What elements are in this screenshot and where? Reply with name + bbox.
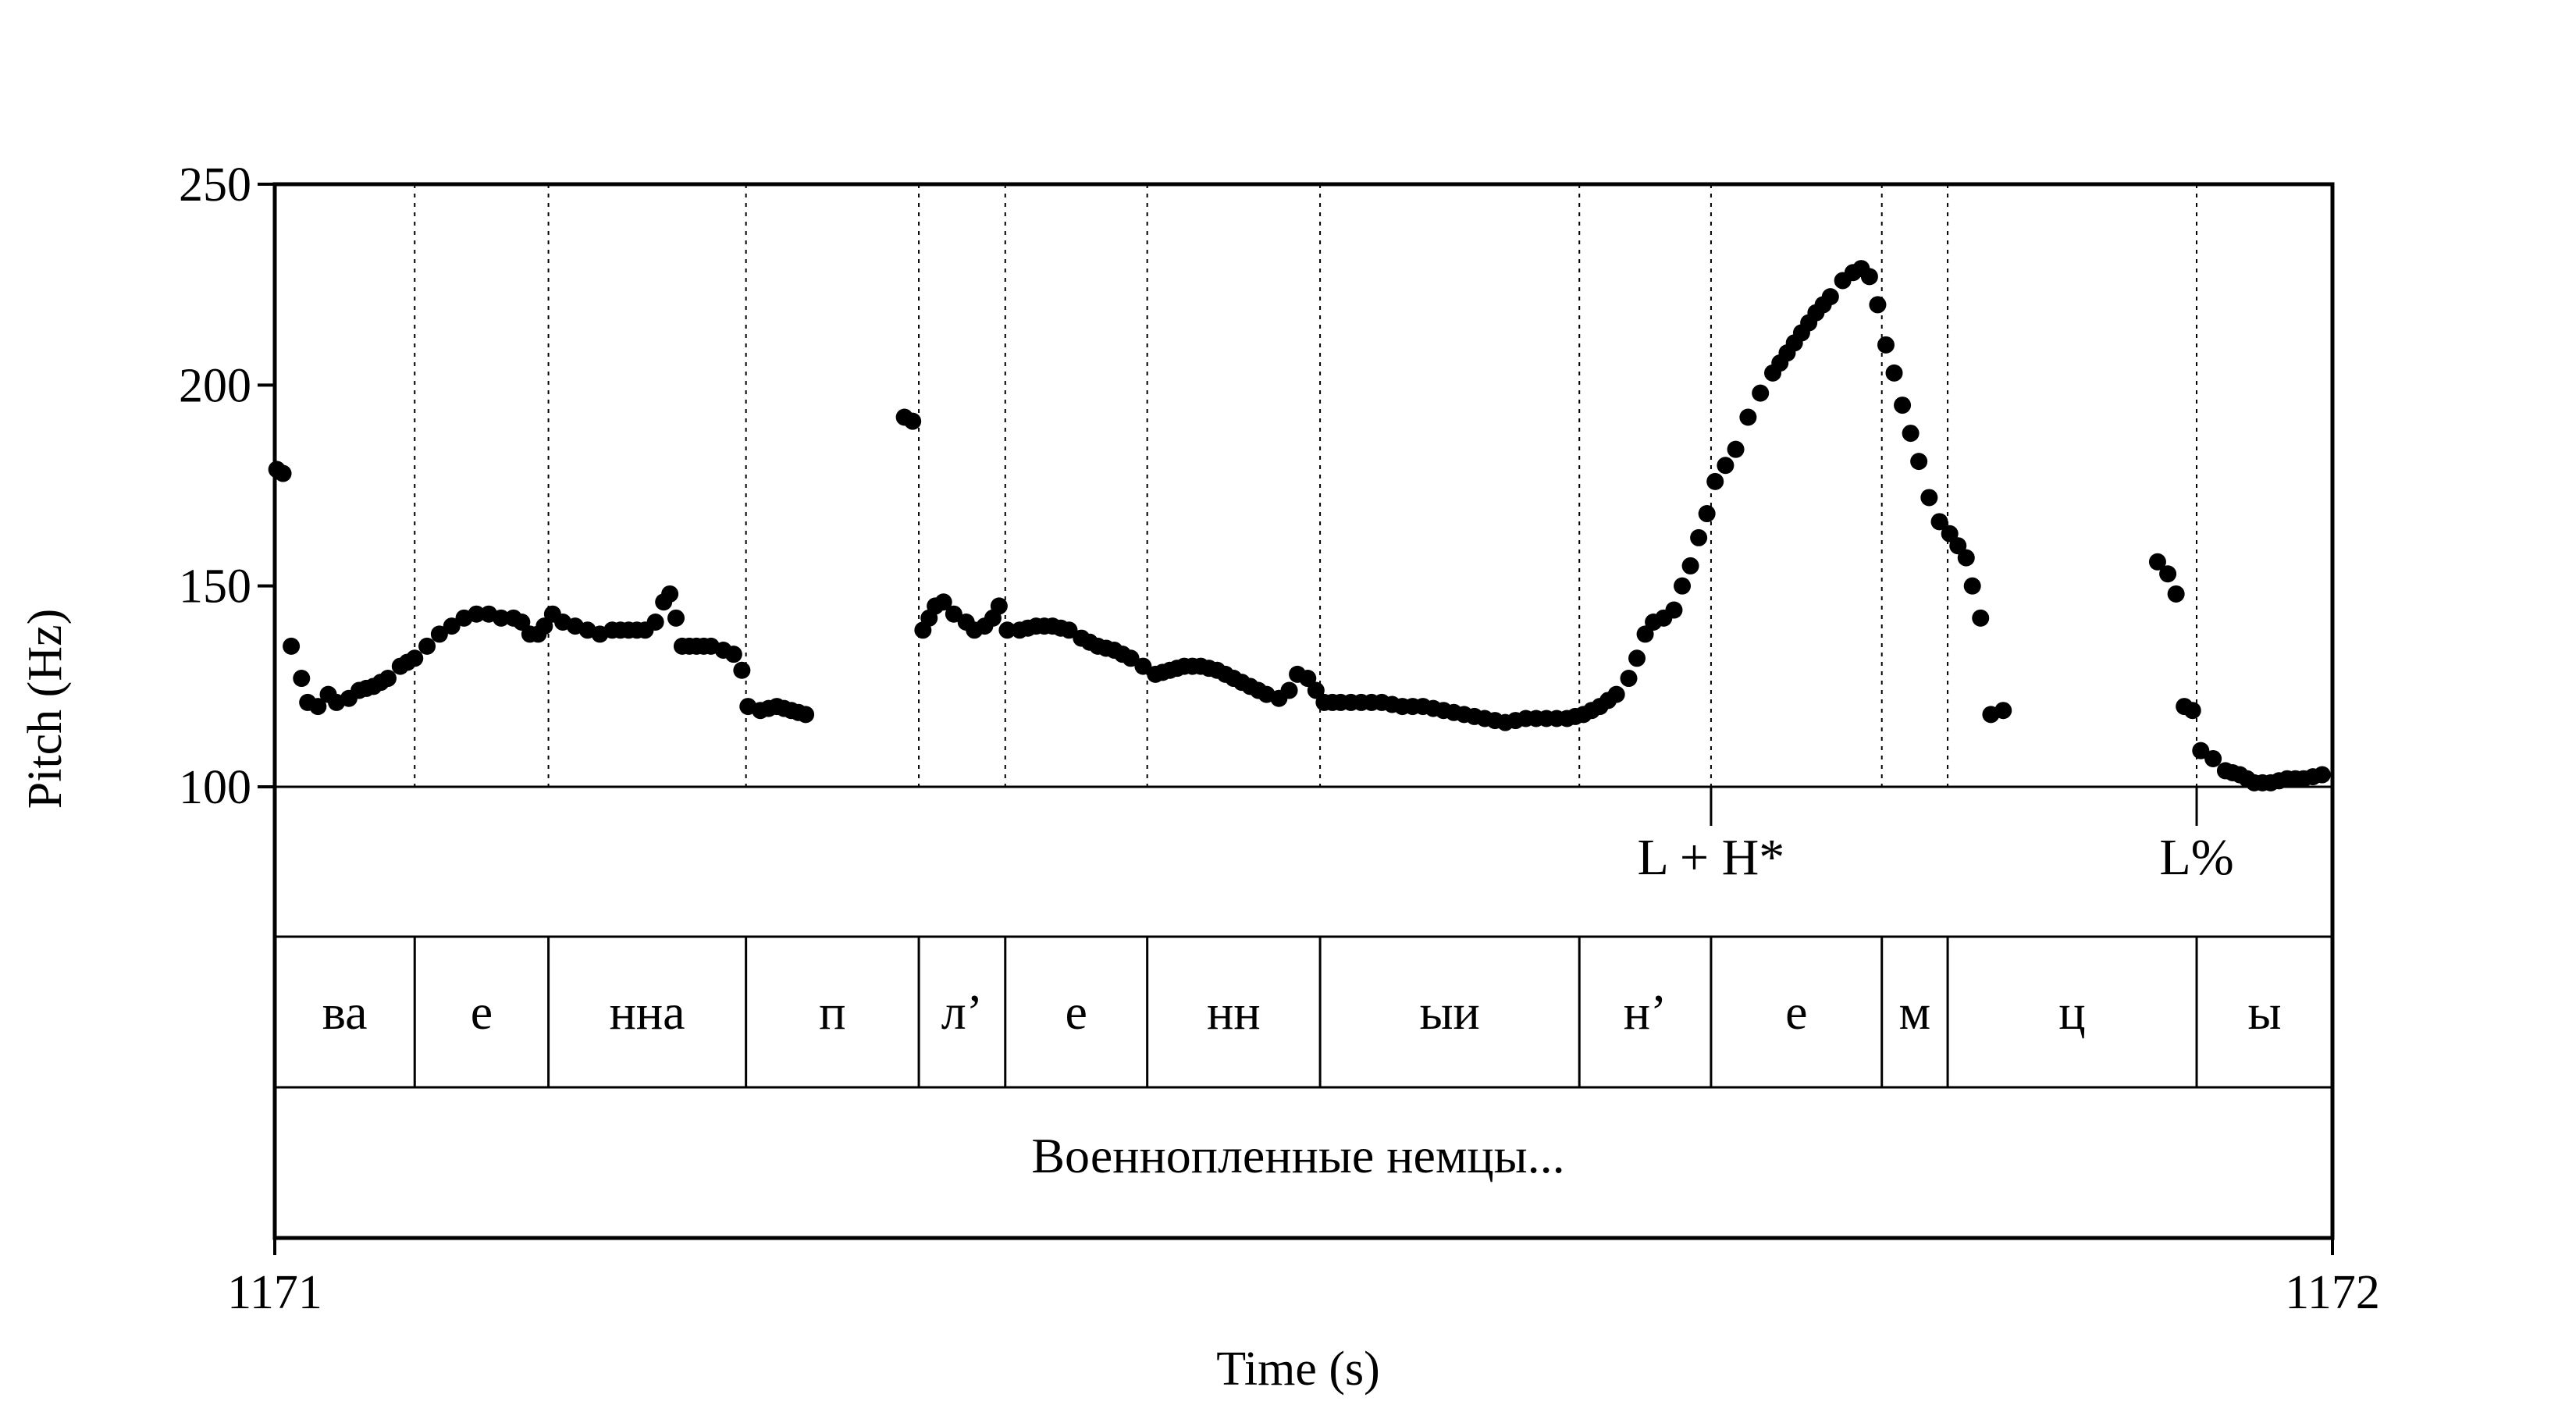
segment-label: п: [819, 984, 845, 1040]
pitch-point: [1902, 425, 1920, 443]
pitch-point: [1280, 681, 1298, 699]
pitch-point: [309, 698, 327, 716]
pitch-point: [2192, 742, 2210, 759]
text-labels: 100 150 200 250 1171 1172 L + H* L% ва е нна п л’ е нн…: [179, 158, 2380, 1319]
pitch-point: [2313, 766, 2331, 784]
pitch-point: [1894, 397, 1912, 414]
pitch-point: [998, 621, 1016, 639]
pitch-point: [379, 670, 397, 688]
plot-area: [258, 182, 2335, 1255]
y-tick-label: 150: [179, 560, 251, 614]
pitch-point: [293, 670, 311, 688]
pitch-point: [1628, 649, 1646, 667]
pitch-point: [1941, 525, 1959, 542]
segment-label: нн: [1207, 984, 1261, 1040]
pitch-point: [724, 646, 742, 663]
pitch-point: [2183, 702, 2201, 720]
tone-label: L%: [2159, 829, 2233, 886]
pitch-point: [535, 617, 553, 635]
segment-label: ыи: [1420, 984, 1480, 1040]
pitch-point: [1665, 601, 1683, 619]
pitch-point: [1134, 657, 1152, 675]
pitch-point: [661, 585, 679, 603]
segment-label: н’: [1624, 984, 1667, 1040]
y-tick-label: 200: [179, 359, 251, 412]
pitch-point: [406, 649, 424, 667]
pitch-point: [2159, 565, 2177, 583]
pitch-point: [1299, 670, 1317, 688]
pitch-point: [1930, 513, 1948, 531]
pitch-point: [1706, 472, 1724, 490]
pitch-point: [1910, 453, 1928, 471]
pitch-point: [418, 637, 436, 655]
pitch-point: [1963, 577, 1981, 595]
pitch-point: [1122, 649, 1140, 667]
pitch-point: [1727, 440, 1745, 458]
segment-label: ы: [2248, 984, 2282, 1040]
pitch-point: [2148, 553, 2166, 571]
pitch-point: [1060, 621, 1078, 639]
pitch-point: [1752, 384, 1770, 402]
segment-label: е: [1066, 984, 1087, 1040]
x-tick-label: 1171: [227, 1266, 322, 1319]
pitch-point: [2204, 749, 2222, 767]
pitch-point: [513, 613, 531, 631]
pitch-point: [934, 593, 952, 611]
pitch-point: [1739, 408, 1757, 426]
y-tick-label: 250: [179, 158, 251, 212]
pitch-point: [283, 637, 301, 655]
pitch-point: [443, 617, 461, 635]
pitch-point: [1681, 557, 1699, 574]
pitch-point: [1994, 702, 2012, 720]
segment-label: м: [1899, 984, 1931, 1040]
pitch-point: [1690, 528, 1708, 546]
pitch-point: [646, 613, 664, 631]
pitch-point: [1698, 505, 1716, 523]
segment-label: е: [1785, 984, 1807, 1040]
pitch-point: [1957, 549, 1975, 567]
tone-label: L + H*: [1638, 829, 1785, 886]
x-axis-label: Time (s): [1216, 1343, 1380, 1396]
pitch-point: [2167, 585, 2185, 603]
segment-label: нна: [610, 984, 685, 1040]
pitch-point: [797, 706, 815, 724]
pitch-point: [430, 625, 448, 643]
pitch-point: [990, 597, 1008, 615]
y-axis-label: Pitch (Hz): [19, 609, 72, 809]
pitch-point: [1877, 336, 1895, 354]
pitch-point: [945, 605, 962, 623]
pitch-point: [904, 412, 922, 430]
pitch-point: [468, 605, 486, 623]
pitch-point: [733, 661, 751, 679]
pitch-point: [492, 609, 510, 627]
pitch-point: [1920, 489, 1938, 507]
pitch-point: [1869, 296, 1887, 314]
segment-label: ва: [322, 984, 368, 1040]
pitch-point: [1674, 577, 1692, 595]
segment-label: е: [471, 984, 493, 1040]
segment-label: л’: [941, 984, 983, 1040]
pitch-point: [1307, 681, 1325, 699]
segment-label: ц: [2058, 984, 2085, 1040]
y-tick-label: 100: [179, 761, 251, 814]
pitch-point: [274, 464, 292, 482]
pitch-point: [1636, 625, 1654, 643]
pitch-point: [1607, 685, 1625, 703]
pitch-point: [1949, 537, 1967, 555]
plot-frame: [272, 182, 2335, 1240]
pitch-point: [1885, 364, 1903, 382]
pitch-point: [1620, 670, 1638, 688]
pitch-point: [1717, 457, 1735, 475]
pitch-point: [1821, 288, 1839, 306]
pitch-point: [1860, 268, 1878, 286]
utterance-label: Военнопленные немцы...: [1031, 1128, 1564, 1183]
pitch-point: [667, 609, 685, 627]
pitch-marks: [268, 260, 2331, 791]
x-tick-label: 1172: [2285, 1266, 2380, 1319]
pitch-point: [1972, 609, 1990, 627]
